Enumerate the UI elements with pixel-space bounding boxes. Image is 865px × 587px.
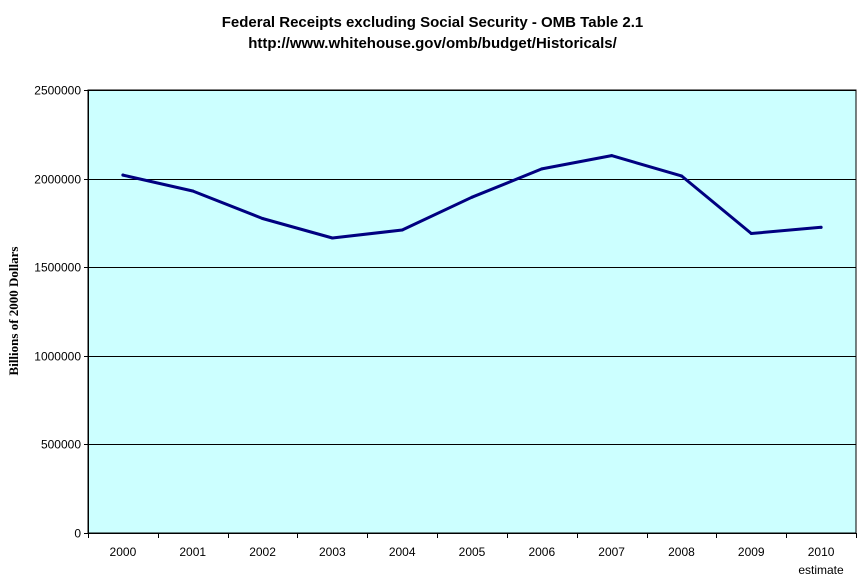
x-tick-label: 2002 [249,545,276,559]
y-tick-label: 1000000 [34,350,81,364]
data-point [330,236,334,240]
y-tick-label: 0 [74,527,81,541]
x-tick-label: 2003 [319,545,346,559]
chart-subtitle: http://www.whitehouse.gov/omb/budget/His… [248,35,617,52]
data-point [400,228,404,232]
y-tick-label: 1500000 [34,261,81,275]
data-point [121,173,125,177]
y-tick-label: 2000000 [34,173,81,187]
data-point [749,232,753,236]
x-tick-label: 2007 [598,545,625,559]
data-point [540,167,544,171]
data-point [679,174,683,178]
y-axis-ticks: 0 500000 1000000 1500000 2000000 2500000 [34,84,88,541]
data-point [191,189,195,193]
y-axis-label: Billions of 2000 Dollars [6,247,21,376]
x-axis-ticks: 2000 2001 2002 2003 2004 2005 2006 2007 2008 2009… [88,533,857,559]
chart-title: Federal Receipts excluding Social Securi… [222,14,644,31]
plot-area [87,89,857,534]
axes [88,90,856,534]
gridlines [88,90,856,445]
x-tick-label: 2008 [668,545,695,559]
x-tick-label: 2000 [110,545,137,559]
x-tick-label: 2006 [528,545,555,559]
data-point [610,154,614,158]
y-tick-label: 2500000 [34,84,81,98]
x-tick-label: 2005 [459,545,486,559]
data-point [261,216,265,220]
series-layer [121,154,823,240]
data-point [470,195,474,199]
x-tick-label: 2009 [738,545,765,559]
x-tick-label: 2010 [808,545,835,559]
data-point [819,225,823,229]
y-tick-label: 500000 [41,438,81,452]
x-axis-note: estimate [798,563,844,577]
x-tick-label: 2004 [389,545,416,559]
x-tick-label: 2001 [179,545,206,559]
